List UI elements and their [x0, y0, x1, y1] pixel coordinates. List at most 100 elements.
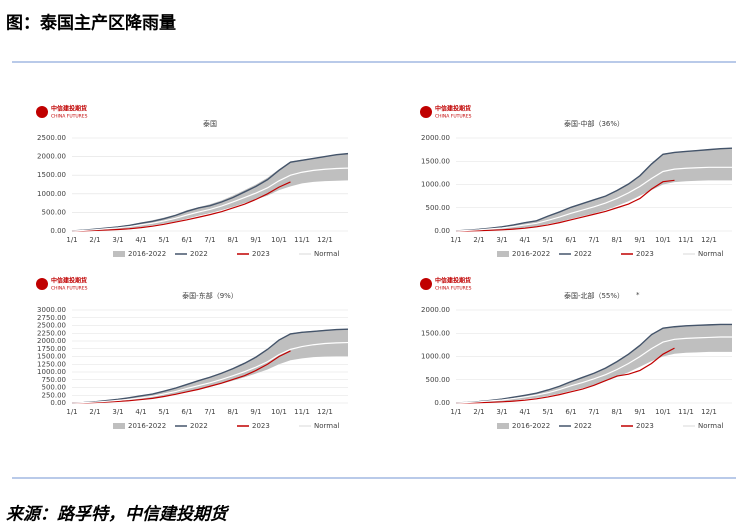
y-tick-label: 0.00: [50, 399, 66, 407]
series-line: [455, 166, 732, 232]
annotation: *: [636, 291, 640, 299]
y-tick-label: 500.00: [426, 204, 451, 212]
y-tick-label: 2000.00: [37, 153, 66, 161]
x-tick-label: 1/1: [450, 408, 461, 416]
x-tick-label: 12/1: [317, 408, 333, 416]
y-tick-label: 500.00: [42, 384, 67, 392]
x-tick-label: 6/1: [181, 236, 192, 244]
y-tick-label: 1500.00: [37, 171, 66, 179]
legend-label: Normal: [698, 250, 723, 258]
y-tick-label: 500.00: [42, 208, 67, 216]
legend-label: 2016-2022: [512, 422, 550, 430]
x-tick-label: 11/1: [294, 408, 310, 416]
legend-swatch: [497, 251, 509, 257]
x-tick-label: 3/1: [496, 236, 507, 244]
chart-title: 泰国-北部（55%）: [564, 291, 624, 300]
y-tick-label: 1500.00: [421, 329, 450, 337]
y-tick-label: 0.00: [50, 227, 66, 235]
series-line: [455, 147, 733, 232]
logo-mark: [420, 278, 432, 290]
logo-sub: CHINA FUTURES: [51, 286, 88, 292]
logo-mark: [36, 278, 48, 290]
logo-name: 中信建投期货: [435, 105, 471, 113]
y-tick-label: 1000.00: [37, 190, 66, 198]
x-tick-label: 11/1: [294, 236, 310, 244]
x-tick-label: 10/1: [271, 236, 287, 244]
legend-label: 2022: [190, 250, 208, 258]
logo-sub: CHINA FUTURES: [435, 286, 472, 292]
x-tick-label: 7/1: [204, 236, 215, 244]
x-tick-label: 3/1: [112, 408, 123, 416]
y-tick-label: 1500.00: [37, 353, 66, 361]
x-tick-label: 9/1: [634, 408, 645, 416]
source-note: 来源：路孚特，中信建投期货: [6, 505, 230, 525]
series-line: [71, 350, 291, 404]
series-line: [71, 328, 349, 404]
legend-label: 2016-2022: [128, 250, 166, 258]
x-tick-label: 1/1: [450, 236, 461, 244]
range-band: [72, 153, 348, 231]
y-tick-label: 0.00: [434, 227, 450, 235]
series-line: [71, 167, 349, 232]
legend-swatch: [113, 423, 125, 429]
y-tick-label: 0.00: [434, 399, 450, 407]
series-line: [71, 341, 349, 404]
logo-sub: CHINA FUTURES: [435, 114, 472, 120]
logo-mark: [420, 106, 432, 118]
range-band: [72, 328, 348, 403]
x-tick-label: 5/1: [542, 408, 553, 416]
x-tick-label: 7/1: [588, 236, 599, 244]
series-line: [455, 179, 675, 232]
x-tick-label: 6/1: [565, 236, 576, 244]
x-tick-label: 8/1: [611, 236, 622, 244]
x-tick-label: 1/1: [66, 236, 77, 244]
y-tick-label: 1000.00: [37, 368, 66, 376]
y-tick-label: 2000.00: [421, 134, 450, 142]
x-tick-label: 12/1: [701, 236, 717, 244]
x-tick-label: 5/1: [542, 236, 553, 244]
range-band: [456, 147, 732, 231]
legend-label: 2022: [574, 250, 592, 258]
chart-title: 泰国: [203, 119, 217, 128]
logo-mark: [36, 106, 48, 118]
x-tick-label: 2/1: [473, 408, 484, 416]
y-tick-label: 1000.00: [421, 181, 450, 189]
y-tick-label: 250.00: [42, 391, 67, 399]
series-line: [455, 336, 732, 404]
x-tick-label: 2/1: [89, 236, 100, 244]
logo-name: 中信建投期货: [51, 105, 87, 113]
chart-title: 泰国-东部（9%）: [182, 291, 238, 300]
legend-label: 2016-2022: [128, 422, 166, 430]
x-tick-label: 4/1: [135, 408, 146, 416]
legend-label: 2016-2022: [512, 250, 550, 258]
legend-label: 2022: [190, 422, 208, 430]
x-tick-label: 8/1: [227, 408, 238, 416]
legend-swatch: [113, 251, 125, 257]
x-tick-label: 4/1: [519, 236, 530, 244]
range-band: [456, 323, 732, 403]
x-tick-label: 11/1: [678, 236, 694, 244]
x-tick-label: 10/1: [655, 236, 671, 244]
legend-label: 2023: [252, 250, 270, 258]
legend-label: Normal: [314, 250, 339, 258]
x-tick-label: 5/1: [158, 408, 169, 416]
x-tick-label: 7/1: [588, 408, 599, 416]
x-tick-label: 2/1: [473, 236, 484, 244]
legend-label: 2023: [636, 250, 654, 258]
logo-sub: CHINA FUTURES: [51, 114, 88, 120]
series-line: [455, 347, 675, 404]
x-tick-label: 1/1: [66, 408, 77, 416]
legend-label: 2022: [574, 422, 592, 430]
y-tick-label: 750.00: [42, 376, 67, 384]
y-tick-label: 1750.00: [37, 345, 66, 353]
legend-label: 2023: [636, 422, 654, 430]
y-tick-label: 1250.00: [37, 360, 66, 368]
series-line: [455, 323, 732, 404]
y-tick-label: 2000.00: [421, 306, 450, 314]
x-tick-label: 9/1: [250, 408, 261, 416]
x-tick-label: 5/1: [158, 236, 169, 244]
